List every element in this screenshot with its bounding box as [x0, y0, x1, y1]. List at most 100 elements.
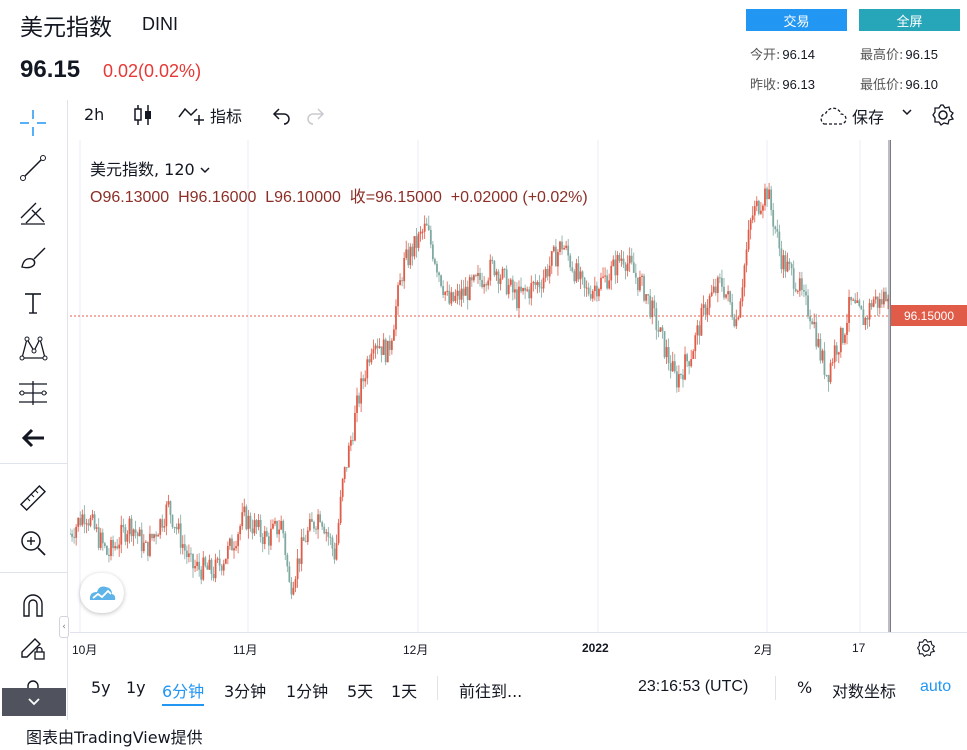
open-value: 96.14: [782, 47, 815, 62]
candle-body: [786, 261, 789, 272]
candle-body: [608, 280, 611, 289]
trade-button[interactable]: 交易: [746, 9, 847, 31]
candle-body: [626, 263, 629, 271]
candle-body: [85, 523, 88, 525]
candle-body: [764, 188, 766, 206]
candle-body: [368, 359, 371, 363]
candle-body: [831, 362, 834, 364]
candle-body: [466, 286, 469, 300]
candle-body: [743, 265, 746, 288]
goto-date-button[interactable]: 前往到...: [459, 682, 523, 701]
candle-body: [850, 296, 852, 301]
candle-body: [595, 285, 598, 297]
range-6min[interactable]: 6分钟: [162, 678, 205, 706]
candle-body: [511, 279, 514, 293]
candle-type-icon[interactable]: [132, 103, 154, 127]
x-tick-label: 10月: [72, 643, 98, 657]
candle-body: [270, 528, 272, 546]
candle-body: [321, 522, 324, 527]
candle-body: [280, 520, 283, 530]
text-icon[interactable]: [15, 285, 51, 321]
crosshair-icon[interactable]: [15, 105, 51, 141]
lock-draw-icon[interactable]: [15, 630, 51, 666]
candle-body: [593, 285, 596, 292]
candle-body: [538, 282, 541, 288]
candle-body: [811, 321, 814, 325]
range-5y[interactable]: 5y: [91, 678, 111, 697]
candle-body: [577, 263, 580, 280]
measure-icon[interactable]: [15, 375, 51, 411]
candle-body: [688, 361, 691, 367]
candle-body: [239, 526, 242, 535]
pattern-icon[interactable]: [15, 330, 51, 366]
instrument-symbol: DINI: [142, 14, 178, 34]
range-1y[interactable]: 1y: [126, 678, 146, 697]
candle-body: [825, 374, 828, 376]
tradingview-logo-icon[interactable]: [80, 573, 124, 613]
auto-scale-toggle[interactable]: auto: [920, 678, 952, 695]
candle-body: [803, 289, 805, 292]
percent-toggle[interactable]: %: [797, 678, 813, 697]
candle-body: [698, 325, 701, 336]
candle-body: [643, 275, 645, 301]
candle-body: [559, 241, 561, 252]
range-1d[interactable]: 1天: [391, 682, 418, 701]
candle-body: [417, 233, 420, 248]
candle-body: [858, 300, 861, 306]
collapse-toolbar-button[interactable]: ‹: [59, 616, 69, 638]
low-stat: 最低价: 96.10: [860, 77, 938, 93]
candle-body: [483, 284, 486, 288]
candle-body: [669, 363, 672, 372]
axis-settings-gear-icon[interactable]: [916, 638, 936, 662]
save-button[interactable]: 保存: [816, 104, 884, 128]
settings-gear-icon[interactable]: [931, 103, 955, 127]
trend-line-icon[interactable]: [15, 150, 51, 186]
log-scale-toggle[interactable]: 对数坐标: [832, 682, 897, 701]
candle-body: [673, 361, 676, 372]
interval-selector[interactable]: 2h: [84, 105, 105, 124]
candle-body: [79, 517, 82, 526]
candle-body: [495, 271, 498, 276]
candle-body: [452, 292, 455, 302]
magnet-icon[interactable]: [15, 587, 51, 623]
fullscreen-button[interactable]: 全屏: [859, 9, 960, 31]
zoom-in-icon[interactable]: [15, 525, 51, 561]
range-1min[interactable]: 1分钟: [286, 682, 329, 701]
candle-body: [552, 246, 555, 252]
chevron-down-icon[interactable]: [901, 106, 913, 118]
candle-body: [513, 289, 516, 293]
candle-body: [151, 533, 153, 539]
candle-body: [136, 532, 139, 537]
price-axis[interactable]: [890, 140, 967, 632]
back-arrow-icon[interactable]: [15, 420, 51, 456]
candle-body: [663, 331, 666, 358]
range-3min[interactable]: 3分钟: [224, 682, 267, 701]
candle-body: [528, 289, 531, 299]
candle-body: [120, 524, 123, 545]
undo-icon[interactable]: [270, 104, 292, 126]
candle-body: [308, 519, 311, 531]
candle-body: [659, 327, 662, 332]
brush-icon[interactable]: [15, 240, 51, 276]
price-chart[interactable]: [70, 140, 890, 632]
candle-body: [694, 335, 697, 352]
candle-body: [667, 347, 670, 364]
candle-body: [571, 267, 574, 272]
scroll-down-button[interactable]: [2, 688, 66, 716]
range-5d[interactable]: 5天: [347, 682, 374, 701]
x-tick-label: 2022: [582, 641, 609, 655]
candle-body: [507, 284, 510, 295]
indicators-button[interactable]: 指标: [177, 103, 242, 127]
candle-body: [233, 548, 235, 551]
ruler-icon[interactable]: [15, 480, 51, 516]
legend-title[interactable]: 美元指数, 120: [90, 156, 210, 180]
candle-body: [446, 290, 449, 292]
candle-body: [278, 529, 281, 535]
time-axis[interactable]: 10月 11月 12月 2022 2月 17: [70, 632, 967, 662]
fib-icon[interactable]: [15, 195, 51, 231]
candle-body: [727, 291, 729, 295]
clock[interactable]: 23:16:53 (UTC): [638, 678, 749, 695]
candle-body: [153, 534, 155, 539]
candle-body: [411, 246, 414, 257]
redo-icon[interactable]: [305, 104, 327, 126]
